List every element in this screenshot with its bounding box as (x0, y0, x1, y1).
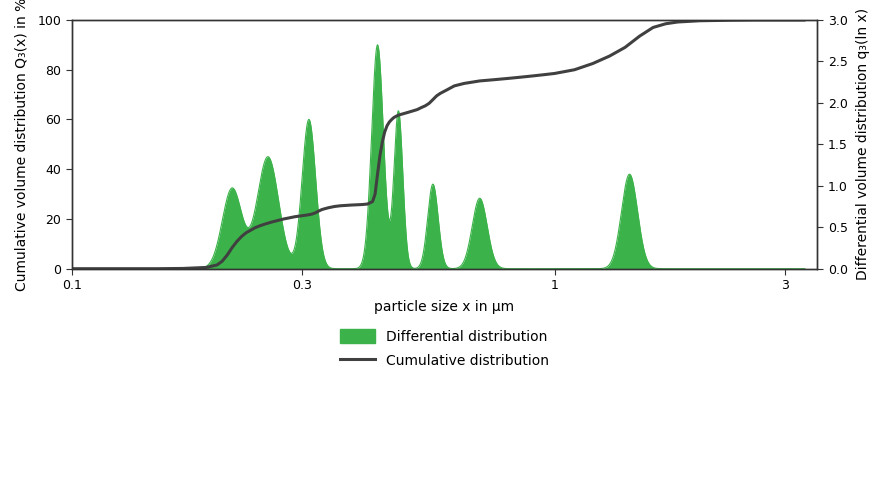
Legend: Differential distribution, Cumulative distribution: Differential distribution, Cumulative di… (335, 323, 554, 374)
X-axis label: particle size x in μm: particle size x in μm (374, 300, 514, 314)
Y-axis label: Differential volume distribution q₃(ln x): Differential volume distribution q₃(ln x… (856, 8, 870, 280)
Y-axis label: Cumulative volume distribution Q₃(x) in %: Cumulative volume distribution Q₃(x) in … (15, 0, 29, 291)
